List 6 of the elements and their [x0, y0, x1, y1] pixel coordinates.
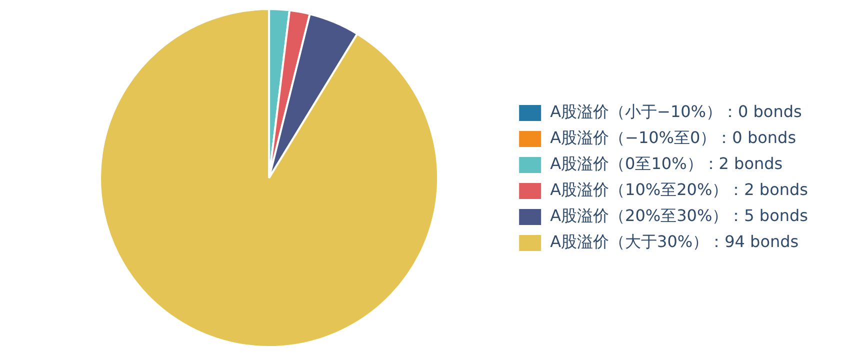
legend-label: A股溢价（大于30%）：94 bonds [550, 232, 799, 252]
legend-label: A股溢价（−10%至0）：0 bonds [550, 128, 796, 148]
legend-label: A股溢价（20%至30%）：5 bonds [550, 206, 808, 226]
legend-label: A股溢价（0至10%）：2 bonds [550, 154, 783, 174]
legend-label: A股溢价（小于−10%）：0 bonds [550, 102, 802, 122]
legend-label: A股溢价（10%至20%）：2 bonds [550, 180, 808, 200]
